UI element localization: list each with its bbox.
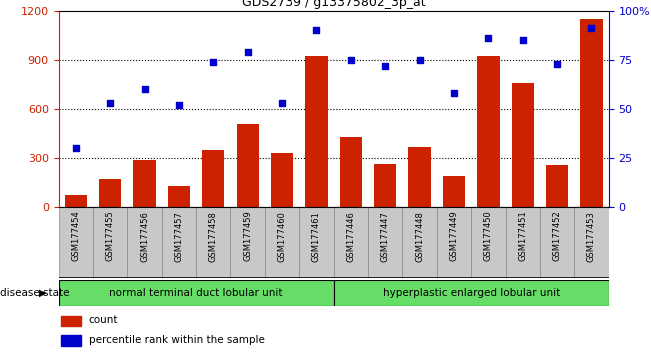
- Point: [380, 63, 391, 68]
- Bar: [408, 147, 431, 207]
- Bar: [61, 335, 81, 346]
- Point: [415, 57, 425, 63]
- Bar: [546, 165, 568, 207]
- Text: GSM177448: GSM177448: [415, 211, 424, 262]
- Point: [208, 59, 219, 64]
- Text: GSM177460: GSM177460: [277, 211, 286, 262]
- Bar: [236, 124, 259, 207]
- Bar: [230, 207, 265, 278]
- Text: GSM177454: GSM177454: [71, 211, 80, 261]
- Bar: [128, 207, 161, 278]
- Point: [174, 102, 184, 108]
- Bar: [334, 280, 609, 306]
- Point: [346, 57, 356, 63]
- Bar: [271, 153, 293, 207]
- Bar: [133, 160, 156, 207]
- Bar: [540, 207, 574, 278]
- Text: GSM177461: GSM177461: [312, 211, 321, 262]
- Bar: [64, 195, 87, 207]
- Bar: [59, 280, 333, 306]
- Text: normal terminal duct lobular unit: normal terminal duct lobular unit: [109, 288, 283, 298]
- Text: GSM177450: GSM177450: [484, 211, 493, 261]
- Bar: [512, 82, 534, 207]
- Title: GDS2739 / g13375802_3p_at: GDS2739 / g13375802_3p_at: [242, 0, 426, 10]
- Text: ▶: ▶: [39, 288, 47, 298]
- Bar: [59, 207, 93, 278]
- Text: count: count: [89, 315, 118, 325]
- Text: GSM177457: GSM177457: [174, 211, 184, 262]
- Bar: [437, 207, 471, 278]
- Bar: [368, 207, 402, 278]
- Bar: [202, 150, 225, 207]
- Bar: [506, 207, 540, 278]
- Bar: [305, 56, 327, 207]
- Point: [518, 37, 528, 43]
- Point: [449, 90, 459, 96]
- Bar: [402, 207, 437, 278]
- Bar: [477, 56, 499, 207]
- Bar: [265, 207, 299, 278]
- Bar: [196, 207, 230, 278]
- Bar: [443, 176, 465, 207]
- Text: GSM177451: GSM177451: [518, 211, 527, 261]
- Text: GSM177453: GSM177453: [587, 211, 596, 262]
- Point: [587, 25, 597, 31]
- Point: [311, 28, 322, 33]
- Point: [277, 100, 287, 106]
- Bar: [161, 207, 196, 278]
- Text: GSM177458: GSM177458: [209, 211, 218, 262]
- Bar: [168, 186, 190, 207]
- Text: GSM177449: GSM177449: [449, 211, 458, 261]
- Text: percentile rank within the sample: percentile rank within the sample: [89, 335, 265, 345]
- Point: [139, 86, 150, 92]
- Bar: [93, 207, 128, 278]
- Text: GSM177456: GSM177456: [140, 211, 149, 262]
- Bar: [334, 207, 368, 278]
- Bar: [299, 207, 334, 278]
- Point: [552, 61, 562, 67]
- Bar: [61, 316, 81, 326]
- Text: GSM177446: GSM177446: [346, 211, 355, 262]
- Text: hyperplastic enlarged lobular unit: hyperplastic enlarged lobular unit: [383, 288, 560, 298]
- Text: GSM177447: GSM177447: [381, 211, 390, 262]
- Point: [70, 145, 81, 151]
- Bar: [580, 19, 603, 207]
- Text: disease state: disease state: [0, 288, 70, 298]
- Text: GSM177455: GSM177455: [105, 211, 115, 261]
- Bar: [471, 207, 506, 278]
- Bar: [574, 207, 609, 278]
- Bar: [99, 179, 121, 207]
- Text: GSM177452: GSM177452: [553, 211, 562, 261]
- Point: [483, 35, 493, 41]
- Point: [105, 100, 115, 106]
- Point: [242, 49, 253, 55]
- Bar: [374, 164, 396, 207]
- Text: GSM177459: GSM177459: [243, 211, 252, 261]
- Bar: [340, 137, 362, 207]
